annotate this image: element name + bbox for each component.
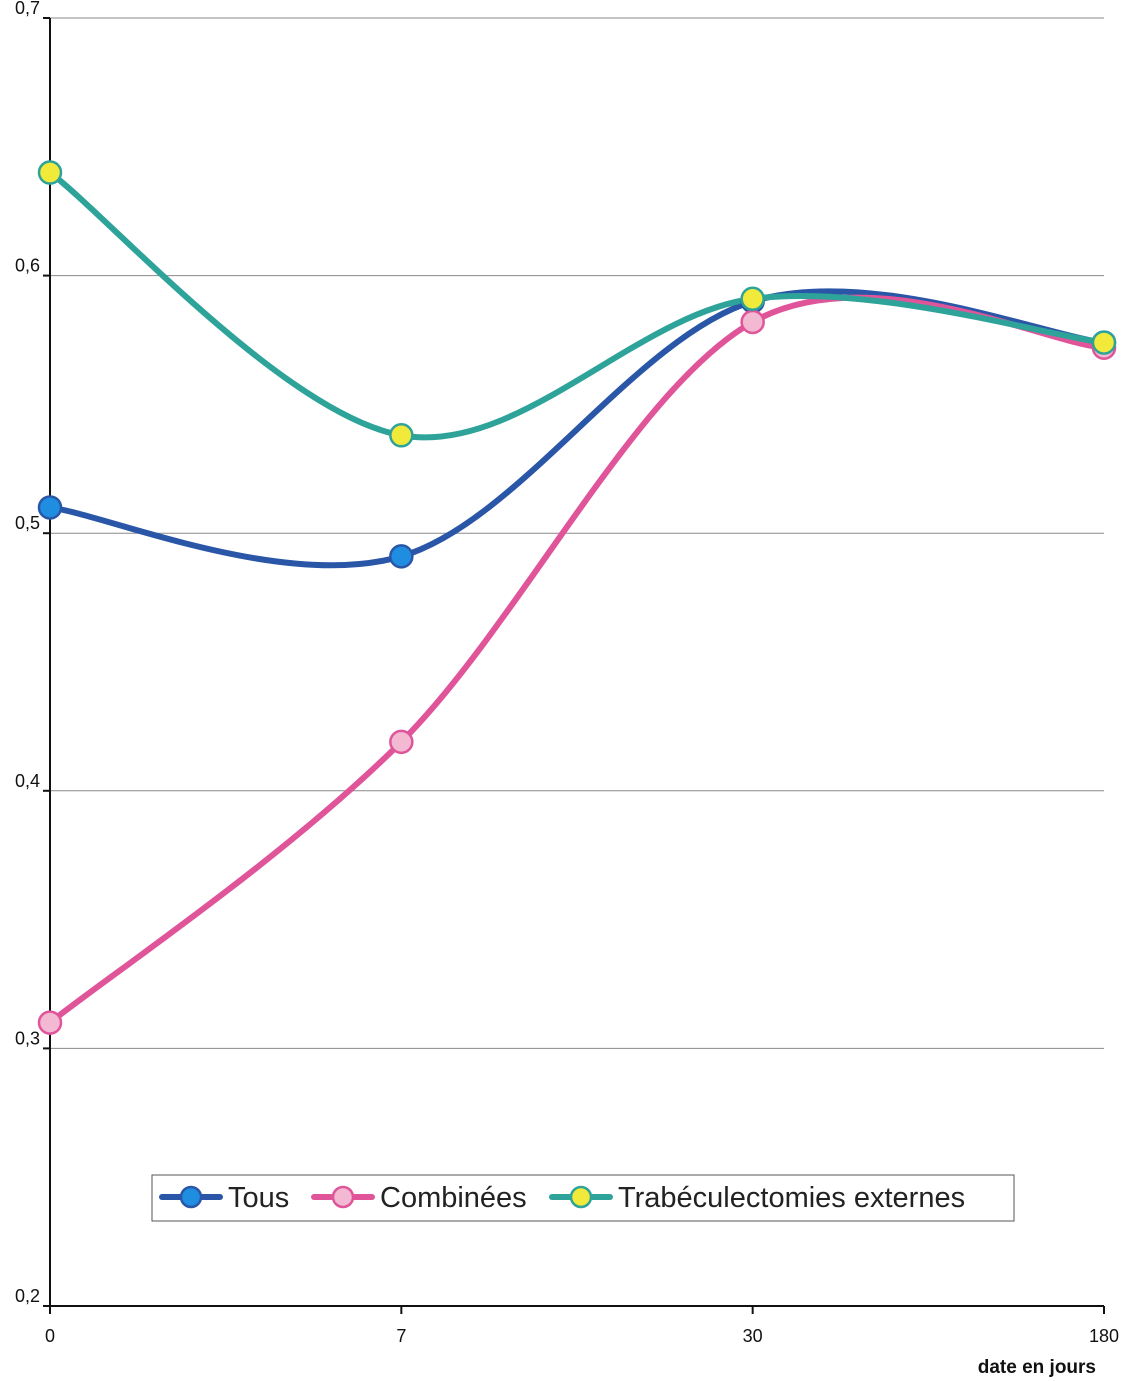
series-line — [47, 294, 1107, 1026]
data-point — [389, 423, 414, 448]
series-line — [47, 169, 1107, 441]
grid-lines — [50, 17, 1104, 1049]
series-line — [47, 288, 1107, 569]
y-tick-label: 0,3 — [15, 1028, 40, 1048]
y-tick-label: 0,6 — [15, 256, 40, 276]
data-point — [37, 160, 63, 185]
legend-swatch-marker — [179, 1185, 203, 1209]
legend-swatch-marker — [331, 1185, 355, 1209]
legend: Tous Combinées Trabéculectomies externes — [151, 1174, 1015, 1222]
y-tick-label: 0,7 — [15, 0, 40, 18]
data-point — [740, 309, 765, 335]
x-tick-label: 7 — [396, 1326, 406, 1346]
series-markers — [37, 160, 1117, 1035]
x-tick-label: 30 — [743, 1326, 763, 1346]
data-point — [740, 286, 765, 312]
legend-label: Trabéculectomies externes — [618, 1182, 965, 1214]
y-tick-label: 0,5 — [15, 513, 40, 533]
y-tick-label: 0,4 — [15, 771, 40, 791]
legend-label: Combinées — [380, 1182, 527, 1214]
data-point — [389, 729, 414, 755]
series-lines — [47, 169, 1107, 1026]
x-tick-label: 0 — [45, 1326, 55, 1346]
y-tick-label: 0,2 — [15, 1286, 40, 1306]
legend-label: Tous — [228, 1182, 289, 1214]
axes — [49, 18, 1104, 1307]
legend-swatch-marker — [569, 1185, 593, 1209]
data-point — [1091, 330, 1117, 355]
y-tick-labels: 0,2 0,3 0,4 0,5 0,6 0,7 — [15, 0, 50, 1307]
data-point — [37, 495, 63, 520]
x-tick-label: 180 — [1089, 1326, 1119, 1346]
data-point — [37, 1010, 63, 1035]
data-point — [389, 544, 414, 569]
x-tick-labels: 0 7 30 180 — [45, 1306, 1119, 1346]
x-axis-label: date en jours — [978, 1357, 1096, 1378]
